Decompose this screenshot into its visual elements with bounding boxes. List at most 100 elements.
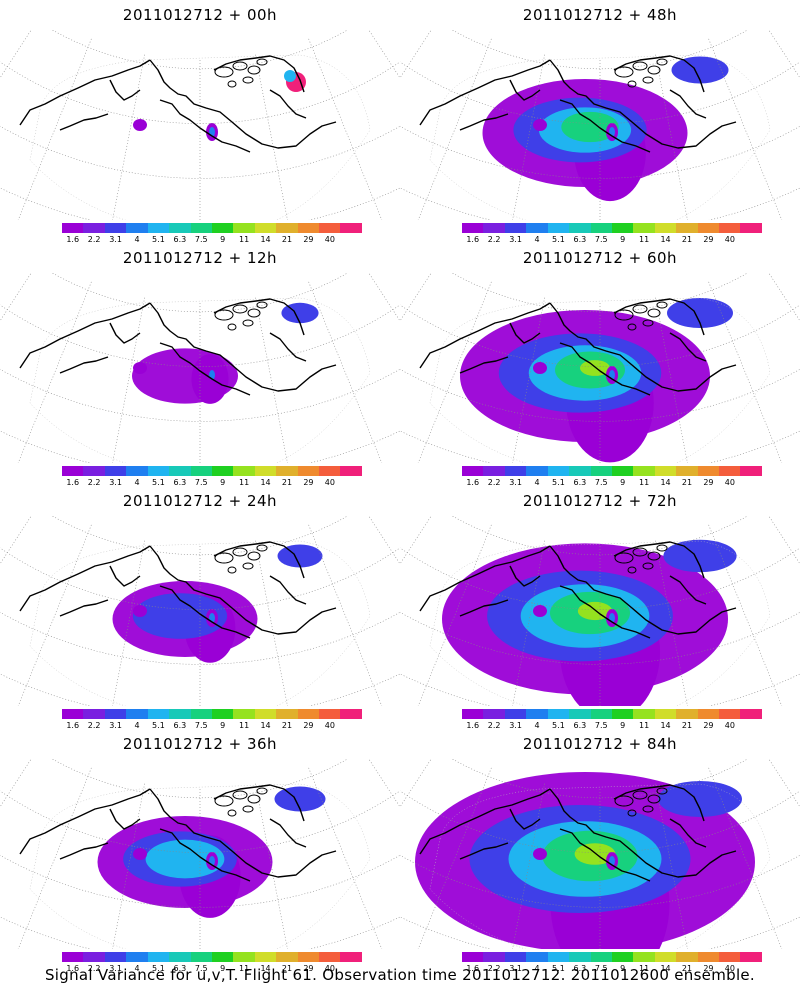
- colorbar-tick-label: 40: [724, 964, 735, 973]
- colorbar-swatch: [147, 466, 170, 476]
- colorbar-labels: 1.6 2.2 3.1 4 5.1 6.3 7.5 9 11 14 21 29 40: [62, 235, 362, 245]
- colorbar-tick-label: 11: [239, 235, 250, 244]
- variance-region: [274, 786, 326, 812]
- colorbar-tick-label: 40: [324, 964, 335, 973]
- coastline: [213, 784, 305, 822]
- coastline: [149, 788, 337, 878]
- coastline: [19, 302, 151, 369]
- colorbar-tick-label: 9: [620, 478, 626, 487]
- colorbar-tick-label: 21: [281, 235, 293, 244]
- colorbar-swatch: [169, 709, 191, 719]
- map-boundary: [429, 297, 771, 463]
- coastline: [669, 332, 707, 362]
- colorbar-swatch: [740, 223, 762, 233]
- colorbar-tick-label: 3.1: [109, 964, 122, 973]
- colorbar-swatch: [740, 709, 762, 719]
- colorbar-tick-label: 29: [303, 721, 314, 730]
- colorbar-tick-label: 5.1: [552, 478, 565, 487]
- colorbar-swatch: [340, 223, 362, 233]
- arctic-island: [614, 795, 634, 807]
- colorbar-tick-label: 1.6: [66, 235, 80, 244]
- variance-region: [574, 843, 616, 865]
- forecast-panel: 2011012712 + 24h 1.6 2.2 3.1 4 5.1 6.3 7.5 9 11 14…: [0, 486, 400, 734]
- colorbar-swatch: [526, 952, 548, 962]
- coastline: [109, 79, 141, 101]
- meridian-line: [368, 516, 400, 565]
- arctic-island: [614, 309, 634, 321]
- colorbar-tick-label: 2.2: [87, 478, 101, 487]
- colorbar-swatch: [297, 709, 320, 719]
- colorbar-swatch: [569, 952, 591, 962]
- colorbar-swatch: [147, 709, 170, 719]
- colorbar-swatch: [504, 709, 527, 719]
- arctic-island: [247, 551, 261, 561]
- colorbar-swatch: [633, 952, 655, 962]
- coastline: [549, 302, 737, 392]
- colorbar-tick-label: 2.2: [87, 721, 101, 730]
- colorbar-tick-label: 3.1: [109, 478, 122, 487]
- colorbar-tick-label: 4: [534, 478, 540, 487]
- colorbar-swatch: [526, 223, 548, 233]
- meridian-line: [17, 767, 92, 949]
- polar-map: [400, 273, 800, 463]
- colorbar: [462, 466, 762, 476]
- colorbar: [462, 223, 762, 233]
- colorbar-swatch: [483, 709, 505, 719]
- colorbar-swatch: [633, 709, 655, 719]
- colorbar-tick-label: 3.1: [509, 964, 522, 973]
- meridian-line: [368, 30, 400, 79]
- coastline: [459, 842, 509, 860]
- variance-region: [663, 539, 737, 573]
- colorbar-swatch: [211, 466, 234, 476]
- arctic-island: [647, 551, 661, 561]
- meridian-line: [255, 297, 288, 463]
- panel-title: 2011012712 + 60h: [522, 249, 678, 267]
- colorbar-swatch: [319, 223, 341, 233]
- colorbar-tick-label: 7.5: [594, 478, 608, 487]
- arctic-island: [232, 304, 248, 314]
- latitude-line: [0, 61, 400, 124]
- coastline: [549, 545, 737, 635]
- arctic-island: [642, 76, 654, 84]
- variance-region: [658, 781, 742, 817]
- arctic-island: [232, 790, 248, 800]
- meridian-line: [112, 297, 145, 463]
- polar-map: [400, 759, 800, 949]
- colorbar-tick-label: 6.3: [173, 721, 187, 730]
- arctic-island: [632, 61, 648, 71]
- colorbar-swatch: [633, 223, 655, 233]
- forecast-panel: 2011012712 + 60h 1.6 2.2 3.1 4 5.1 6.3 7.5 9 11 14…: [400, 243, 800, 491]
- colorbar-labels: 1.6 2.2 3.1 4 5.1 6.3 7.5 9 11 14 21 29 40: [462, 964, 762, 974]
- arctic-island: [656, 787, 668, 795]
- meridian-line: [417, 38, 492, 220]
- colorbar-tick-label: 7.5: [594, 721, 608, 730]
- colorbar-tick-label: 7.5: [194, 478, 208, 487]
- colorbar-swatch: [254, 952, 277, 962]
- colorbar-tick-label: 9: [220, 964, 226, 973]
- coastline: [269, 332, 307, 362]
- colorbar-swatch: [654, 223, 677, 233]
- colorbar: [462, 952, 762, 962]
- colorbar-tick-label: 40: [324, 235, 335, 244]
- arctic-island: [656, 544, 668, 552]
- colorbar-swatch: [211, 709, 234, 719]
- colorbar-tick-label: 11: [239, 478, 250, 487]
- panel-title: 2011012712 + 24h: [122, 492, 278, 510]
- polar-map: [0, 30, 400, 220]
- coastline: [559, 99, 651, 153]
- arctic-island: [227, 809, 237, 817]
- colorbar-swatch: [62, 709, 84, 719]
- coastline: [509, 322, 541, 344]
- polar-map: [0, 759, 400, 949]
- variance-patch: [133, 605, 147, 617]
- colorbar-swatch: [190, 952, 212, 962]
- arctic-island: [247, 65, 261, 75]
- meridian-line: [255, 54, 288, 220]
- colorbar-swatch: [126, 223, 148, 233]
- variance-region: [561, 111, 619, 143]
- meridian-line: [512, 297, 545, 463]
- colorbar-tick-label: 2.2: [487, 721, 501, 730]
- colorbar-swatch: [319, 709, 341, 719]
- map-boundary: [29, 783, 371, 949]
- colorbar-swatch: [547, 223, 570, 233]
